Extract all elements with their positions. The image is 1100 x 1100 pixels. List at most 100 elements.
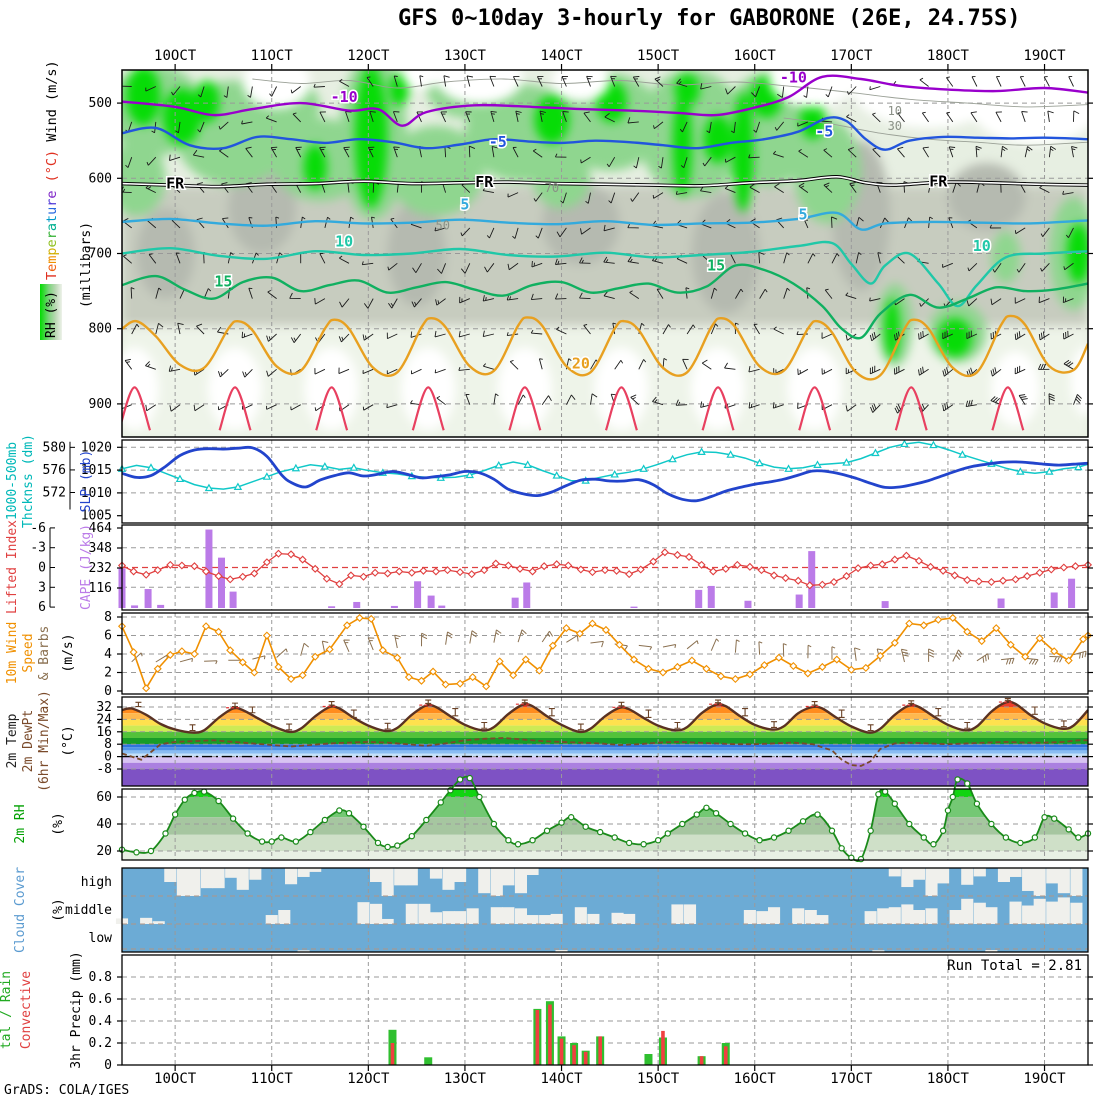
contour-label: 20: [572, 354, 590, 372]
cloud-bar-middle: [429, 912, 442, 924]
wind-tick-label: 6: [104, 629, 112, 644]
li-marker: [564, 561, 573, 570]
wind-marker: [588, 619, 597, 628]
wind-barb: [847, 147, 857, 158]
li-marker: [383, 569, 392, 578]
wind-barb: [270, 146, 278, 158]
minmax-whisker: [1060, 720, 1067, 728]
wind-barb: [774, 121, 785, 131]
li-marker: [274, 549, 283, 558]
li-marker: [660, 548, 669, 557]
wind-marker: [1079, 635, 1088, 644]
rh-blob: [787, 347, 842, 431]
wind-barb: [971, 76, 978, 87]
wind-barb: [1040, 227, 1050, 237]
rh-marker: [988, 820, 995, 828]
wind-barb: [706, 121, 712, 134]
li-marker: [902, 551, 911, 560]
temp-band: [122, 762, 1088, 769]
minmax-whisker: [811, 701, 818, 706]
rh-marker: [215, 797, 222, 805]
top-axis-label: 19OCT: [1023, 48, 1066, 64]
rh-marker: [582, 823, 589, 830]
thickness-marker: [842, 458, 851, 466]
wind-barb: [658, 157, 664, 169]
cloud-bar-low: [297, 950, 310, 952]
rh-marker: [558, 819, 565, 826]
wind-barb: [146, 156, 157, 166]
cloud-bar-high: [249, 868, 262, 880]
precip-conv-bar: [583, 1051, 588, 1065]
precip-conv-bar: [559, 1038, 564, 1065]
bottom-axis-label: 19OCT: [1023, 1071, 1066, 1087]
rh-marker: [162, 830, 169, 837]
wind-barb: [921, 111, 929, 123]
cloud-bar-high: [285, 868, 298, 885]
minmax-whisker: [481, 721, 488, 729]
li-marker: [757, 566, 766, 575]
wind-barb: [710, 287, 718, 299]
wind-barb: [124, 358, 133, 370]
cloud-bar-high: [1057, 868, 1070, 894]
rh-marker: [640, 841, 647, 848]
contour-label: 15: [707, 257, 725, 275]
rh-blob: [402, 70, 441, 90]
cape-bar: [427, 595, 435, 608]
wind-marker: [861, 663, 870, 672]
wind-marker: [250, 668, 259, 677]
slp-tick-label: 1010: [81, 486, 112, 501]
wind-barb: [590, 640, 604, 648]
wind-marker: [1035, 634, 1044, 643]
li-marker: [190, 562, 199, 571]
rh-bands: [122, 788, 1088, 861]
wind-barb: [897, 111, 905, 123]
minmax-whisker: [232, 702, 239, 708]
thickness-marker: [784, 464, 793, 472]
wind-barb: [686, 324, 696, 335]
cloud-bar-middle: [888, 907, 901, 924]
top-axis-label: 17OCT: [830, 48, 873, 64]
wind-marker: [575, 629, 584, 638]
li-tick-label: 6: [38, 600, 46, 615]
wind-barb: [314, 368, 326, 375]
rh-marker: [838, 845, 845, 852]
wind-barb: [197, 121, 205, 133]
wind-marker: [177, 647, 186, 656]
wind-barb: [269, 86, 278, 97]
cloud-bar-high: [888, 868, 901, 877]
rh-marker: [181, 796, 188, 803]
rh-marker: [307, 828, 314, 836]
li-marker: [805, 581, 814, 590]
wind-marker: [129, 648, 138, 657]
li-marker: [974, 577, 983, 586]
rh-marker: [171, 811, 179, 818]
rh-marker: [867, 827, 874, 834]
cloud-unit-label: (%): [51, 898, 66, 921]
rh-contour-label: 30: [888, 119, 902, 133]
wind-barb: [846, 114, 857, 123]
li-marker: [431, 567, 440, 576]
thickness-marker: [465, 470, 474, 479]
cloud-bar-high: [478, 868, 491, 894]
temp-tick-label: 32: [96, 700, 112, 715]
wind-barb: [753, 323, 760, 335]
li-tick-label: -3: [30, 541, 46, 556]
pressure-tick-label: 800: [89, 322, 112, 337]
wind-marker: [495, 657, 504, 666]
wind-barb: [458, 366, 470, 371]
thickness-label-2: Thcknss (dm): [21, 434, 36, 528]
li-marker: [335, 579, 344, 589]
rh-marker: [1002, 834, 1010, 841]
minmax-whisker: [838, 709, 845, 718]
rh-marker: [466, 774, 473, 782]
wind-barb: [1073, 110, 1080, 122]
li-marker: [890, 555, 899, 564]
bottom-axis: 10OCT 11OCT 12OCT 13OCT 14OCT 15OCT 16OCT 17OCT…: [154, 1065, 1066, 1087]
precip-conv-bar: [572, 1045, 576, 1065]
contour-label: -5: [815, 123, 833, 141]
wind-barb: [266, 368, 277, 377]
li-marker: [238, 572, 247, 581]
wind-barb: [512, 146, 519, 158]
rh-blob: [122, 347, 159, 431]
wind-marker: [429, 667, 438, 676]
